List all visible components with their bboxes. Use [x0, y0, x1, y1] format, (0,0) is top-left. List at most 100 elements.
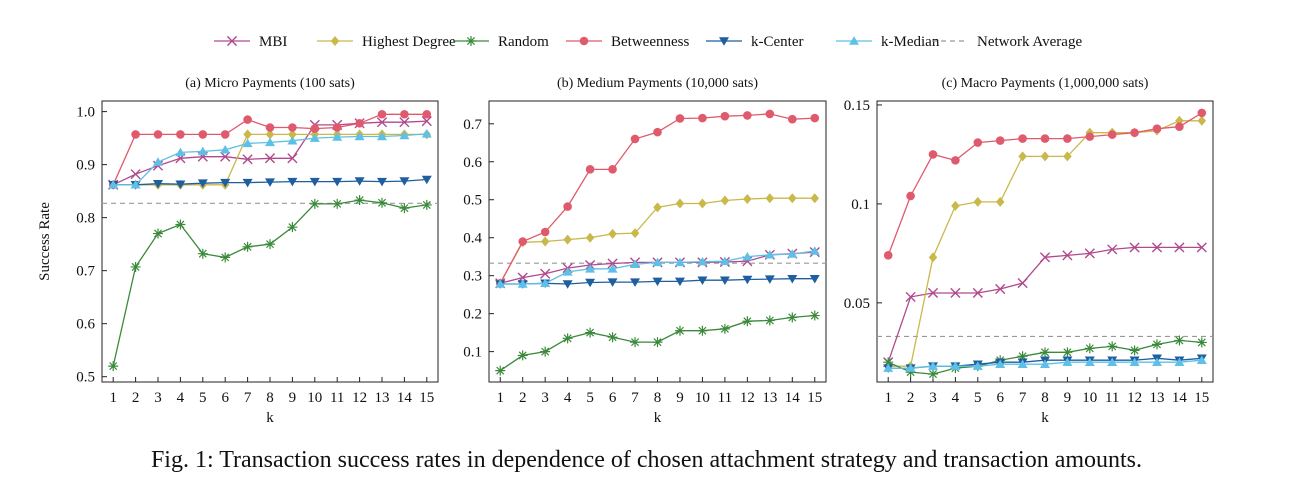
data-point — [787, 274, 798, 284]
data-point — [399, 177, 410, 186]
legend-label: Highest Degree — [362, 34, 456, 50]
data-point — [287, 153, 298, 164]
data-point — [810, 193, 820, 204]
x-tick-label: 9 — [289, 390, 297, 406]
data-point — [399, 130, 410, 140]
x-tick-label: 14 — [397, 390, 413, 406]
x-tick-label: 13 — [375, 390, 390, 406]
y-axis-label: Success Rate — [37, 202, 53, 281]
data-point — [197, 179, 208, 188]
x-tick-label: 7 — [244, 390, 252, 406]
data-point — [697, 276, 708, 285]
data-point — [742, 316, 753, 327]
data-point — [883, 251, 893, 260]
data-point — [540, 227, 550, 237]
data-point — [630, 259, 641, 269]
data-point — [562, 267, 573, 276]
x-tick-label: 8 — [1041, 390, 1049, 406]
data-point — [540, 236, 550, 247]
panel-title: (c) Macro Payments (1,000,000 sats) — [942, 76, 1149, 91]
x-tick-label: 2 — [907, 390, 915, 406]
data-point — [1062, 347, 1073, 358]
data-point — [928, 361, 938, 370]
data-point — [1151, 242, 1163, 253]
data-point — [563, 234, 572, 245]
data-point — [607, 264, 618, 273]
data-point — [264, 153, 276, 164]
data-point — [377, 131, 387, 141]
data-point — [630, 337, 641, 348]
data-point — [1175, 122, 1184, 132]
data-point — [355, 118, 364, 128]
x-tick-label: 10 — [1082, 390, 1097, 406]
data-point — [809, 274, 820, 284]
x-tick-label: 5 — [586, 390, 594, 406]
data-point — [973, 196, 983, 207]
y-tick-label: 0.2 — [463, 307, 482, 323]
y-tick-label: 0.5 — [76, 370, 95, 386]
data-point — [950, 361, 961, 370]
series-betweenness — [883, 108, 1207, 260]
data-point — [1196, 242, 1207, 253]
panel-title: (a) Micro Payments (100 sats) — [185, 76, 355, 91]
series-random — [108, 195, 432, 372]
data-point — [675, 198, 685, 209]
series-k-center — [108, 175, 432, 190]
data-point — [764, 250, 775, 259]
data-point — [242, 138, 253, 148]
data-point — [674, 277, 685, 287]
y-tick-label: 0.7 — [463, 117, 482, 133]
data-point — [608, 165, 617, 174]
data-point — [1085, 132, 1095, 141]
x-axis-label: k — [654, 410, 662, 426]
y-tick-label: 0.1 — [463, 345, 482, 361]
data-point — [288, 123, 297, 132]
x-tick-label: 7 — [1019, 390, 1027, 406]
data-point — [517, 350, 528, 361]
x-tick-label: 3 — [541, 390, 549, 406]
x-tick-label: 6 — [609, 390, 617, 406]
x-tick-label: 5 — [199, 390, 207, 406]
data-point — [197, 146, 208, 156]
data-point — [310, 124, 320, 133]
data-point — [1152, 124, 1162, 134]
data-point — [376, 117, 388, 128]
data-point — [309, 177, 320, 187]
legend-marker — [719, 37, 729, 46]
data-point — [220, 252, 231, 263]
x-tick-label: 10 — [307, 390, 322, 406]
x-axis: 1 2 3 4 5 6 7 8 9 10 11 12 13 14 15 — [884, 377, 1209, 406]
x-tick-label: 11 — [1105, 390, 1119, 406]
x-tick-label: 15 — [807, 390, 822, 406]
series-k-median — [495, 246, 820, 288]
y-tick-label: 0.15 — [844, 98, 870, 114]
data-point — [1062, 357, 1073, 366]
data-point — [697, 256, 708, 266]
data-point — [518, 237, 527, 246]
x-axis-label: k — [1041, 410, 1049, 426]
data-point — [1152, 357, 1162, 366]
chart-panel-1: (a) Micro Payments (100 sats)1 2 3 4 5 6 7 8 9 10… — [37, 76, 439, 426]
data-point — [788, 193, 797, 204]
data-point — [153, 179, 163, 189]
y-tick-label: 0.7 — [76, 264, 95, 280]
y-tick-label: 0.05 — [844, 296, 870, 312]
x-axis-label: k — [266, 410, 274, 426]
data-point — [265, 178, 275, 187]
data-point — [1152, 339, 1162, 350]
data-point — [1107, 357, 1118, 366]
data-point — [287, 222, 298, 233]
x-tick-label: 12 — [1127, 390, 1142, 406]
data-point — [719, 323, 730, 334]
figure-caption: Fig. 1: Transaction success rates in dep… — [150, 447, 1143, 473]
data-point — [607, 332, 618, 343]
data-point — [108, 180, 119, 189]
data-point — [332, 177, 343, 187]
data-point — [1129, 357, 1140, 366]
data-point — [1084, 248, 1095, 259]
data-point — [176, 130, 185, 139]
data-point — [421, 199, 432, 210]
data-point — [421, 116, 432, 127]
y-tick-label: 0.1 — [851, 197, 870, 213]
x-tick-label: 2 — [132, 390, 140, 406]
